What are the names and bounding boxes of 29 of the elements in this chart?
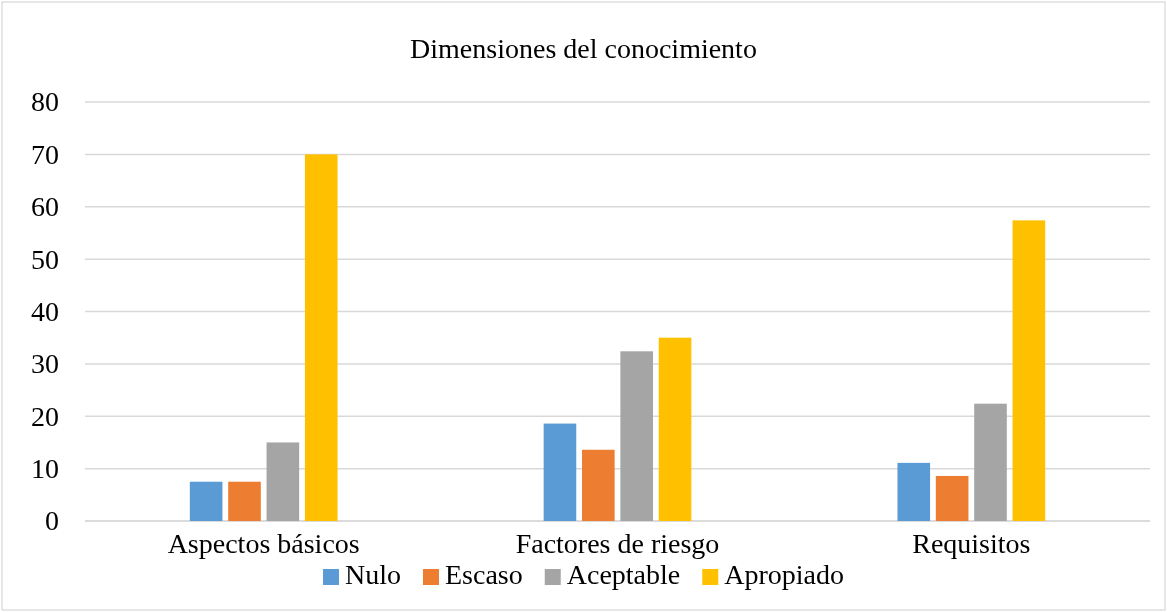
bar [304, 154, 338, 521]
bar [935, 475, 969, 521]
bar [897, 462, 931, 521]
y-tick-label: 60 [31, 191, 59, 223]
x-tick-label: Aspectos básicos [167, 527, 360, 559]
bar [658, 337, 692, 521]
y-tick-label: 80 [31, 86, 59, 118]
legend-label: Apropiado [724, 559, 845, 590]
bar [543, 423, 577, 521]
bar [974, 403, 1007, 521]
y-tick-label: 50 [31, 243, 59, 275]
legend-label: Escaso [444, 559, 523, 590]
bar [228, 481, 261, 521]
y-tick-label: 10 [31, 453, 59, 485]
bar [1012, 220, 1046, 521]
bar [620, 351, 653, 521]
legend-label: Nulo [344, 559, 401, 590]
chart-title: Dimensiones del conocimiento [410, 33, 757, 64]
legend-label: Aceptable [566, 559, 681, 590]
y-tick-label: 20 [31, 400, 59, 432]
y-tick-label: 40 [31, 295, 59, 327]
bar [189, 481, 223, 521]
y-tick-label: 70 [31, 138, 59, 170]
bar [582, 449, 615, 521]
bar [266, 442, 300, 521]
y-tick-label: 30 [31, 348, 59, 380]
x-tick-label: Factores de riesgo [515, 527, 720, 559]
x-tick-label: Requisitos [912, 527, 1031, 559]
y-tick-label: 0 [45, 505, 59, 537]
